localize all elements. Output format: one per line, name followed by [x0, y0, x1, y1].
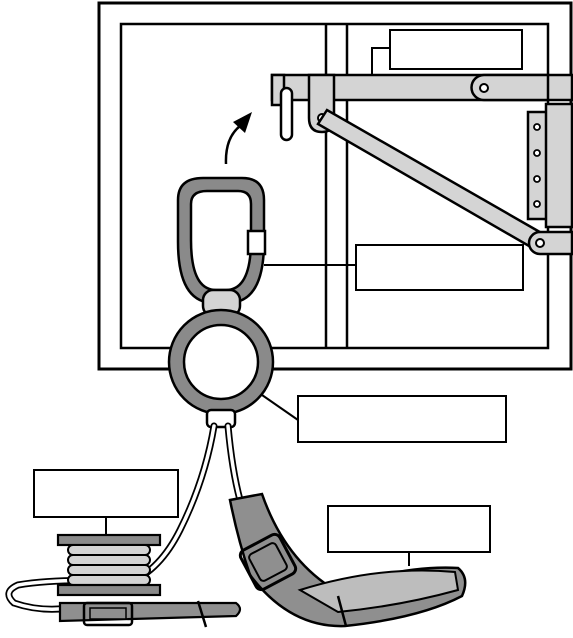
label-box-top-right [389, 29, 523, 70]
label-strap [327, 505, 491, 566]
label-box-ring [297, 395, 507, 443]
cable-reel [56, 533, 162, 597]
lower-strap [58, 600, 242, 628]
label-middle-right [264, 244, 524, 291]
closer-knuckle [470, 73, 550, 102]
reel-coil-3 [67, 564, 151, 576]
closer-lower-bracket [527, 230, 573, 256]
label-box-middle-right [355, 244, 524, 291]
reel-top-flange [56, 533, 162, 547]
label-box-reel [33, 469, 179, 518]
harness-strap [228, 492, 467, 628]
ring-icon [167, 308, 275, 416]
closer-knuckle-bolt [479, 83, 489, 93]
hinge-screw-1 [533, 123, 541, 131]
harness-strap-keeper [336, 595, 348, 627]
lower-strap-buckle [82, 601, 134, 627]
closer-lower-bolt [535, 238, 545, 248]
carabiner-icon [176, 176, 267, 305]
hinge-strip [544, 102, 573, 229]
reel-coil-2 [67, 554, 151, 566]
label-ring [261, 394, 507, 443]
reel-coil-1 [67, 544, 151, 556]
harness-strap-buckle [238, 532, 298, 592]
hinge-screw-2 [533, 149, 541, 157]
label-box-strap [327, 505, 491, 553]
label-top-right [371, 29, 523, 74]
hinge-screw-4 [533, 200, 541, 208]
door-closer [270, 73, 573, 256]
lower-strap-keeper [196, 600, 208, 628]
reel-bottom-flange [56, 583, 162, 597]
hinge-screw-3 [533, 175, 541, 183]
reel-coil-4 [67, 574, 151, 586]
anchor-slot [279, 86, 294, 142]
carabiner-gate-sleeve [246, 229, 267, 256]
curved-arrow-icon [224, 112, 252, 165]
leader-ring [261, 394, 299, 421]
leader-top-right [371, 47, 390, 74]
label-reel [33, 469, 179, 535]
